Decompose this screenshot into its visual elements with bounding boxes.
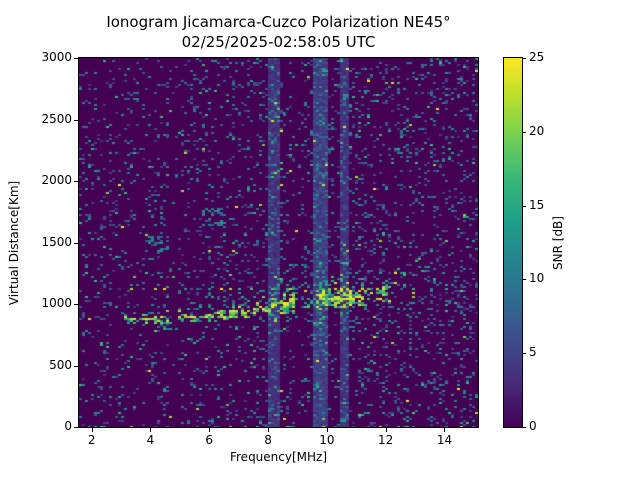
y-axis-label: Virtual Distance[Km] <box>7 180 21 306</box>
x-tick-mark <box>268 428 270 432</box>
x-tick-mark <box>444 428 446 432</box>
y-tick-label: 2000 <box>41 173 72 187</box>
colorbar <box>503 57 523 428</box>
x-tick-label: 4 <box>146 433 155 447</box>
x-tick-mark <box>209 428 211 432</box>
colorbar-tick-mark <box>522 58 526 59</box>
y-tick-mark <box>74 304 78 305</box>
y-tick-mark <box>74 181 78 182</box>
y-tick-mark <box>74 58 78 59</box>
colorbar-tick-mark <box>522 427 526 428</box>
y-tick-mark <box>74 427 78 428</box>
x-tick-mark <box>385 428 387 432</box>
y-tick-label: 3000 <box>41 50 72 64</box>
y-tick-mark <box>74 365 78 367</box>
x-axis-label: Frequency[MHz] <box>229 450 328 464</box>
colorbar-tick-mark <box>522 205 526 207</box>
colorbar-tick-label: 20 <box>529 123 545 138</box>
colorbar-tick-mark <box>522 131 526 133</box>
y-tick-label: 0 <box>64 419 72 433</box>
x-tick-label: 10 <box>319 433 335 447</box>
colorbar-gradient <box>504 58 522 427</box>
colorbar-label: SNR [dB] <box>551 216 565 270</box>
x-tick-mark <box>326 428 328 432</box>
x-tick-label: 8 <box>264 433 272 447</box>
y-tick-label: 1500 <box>41 234 72 249</box>
x-tick-mark <box>150 428 152 432</box>
x-tick-label: 12 <box>378 433 394 447</box>
x-tick-label: 14 <box>436 433 453 447</box>
colorbar-tick-label: 10 <box>529 271 545 286</box>
ionogram-heatmap <box>79 58 478 427</box>
colorbar-tick-label: 25 <box>529 50 545 64</box>
colorbar-tick-mark <box>522 279 526 281</box>
y-tick-mark <box>74 119 78 121</box>
colorbar-tick-label: 0 <box>529 419 537 433</box>
colorbar-tick-label: 15 <box>529 197 545 212</box>
x-tick-label: 6 <box>205 433 214 447</box>
colorbar-tick-mark <box>522 353 526 355</box>
chart-subtitle: 02/25/2025-02:58:05 UTC <box>181 33 376 51</box>
y-tick-mark <box>74 242 78 244</box>
chart-title-block: Ionogram Jicamarca-Cuzco Polarization NE… <box>79 12 478 52</box>
y-tick-label: 1000 <box>41 296 72 310</box>
x-tick-label: 2 <box>87 433 96 447</box>
y-tick-label: 2500 <box>41 111 72 126</box>
chart-title: Ionogram Jicamarca-Cuzco Polarization NE… <box>106 13 451 31</box>
x-tick-mark <box>91 428 93 432</box>
colorbar-tick-label: 5 <box>529 345 537 360</box>
y-tick-label: 500 <box>49 357 72 372</box>
plot-area <box>78 57 479 428</box>
